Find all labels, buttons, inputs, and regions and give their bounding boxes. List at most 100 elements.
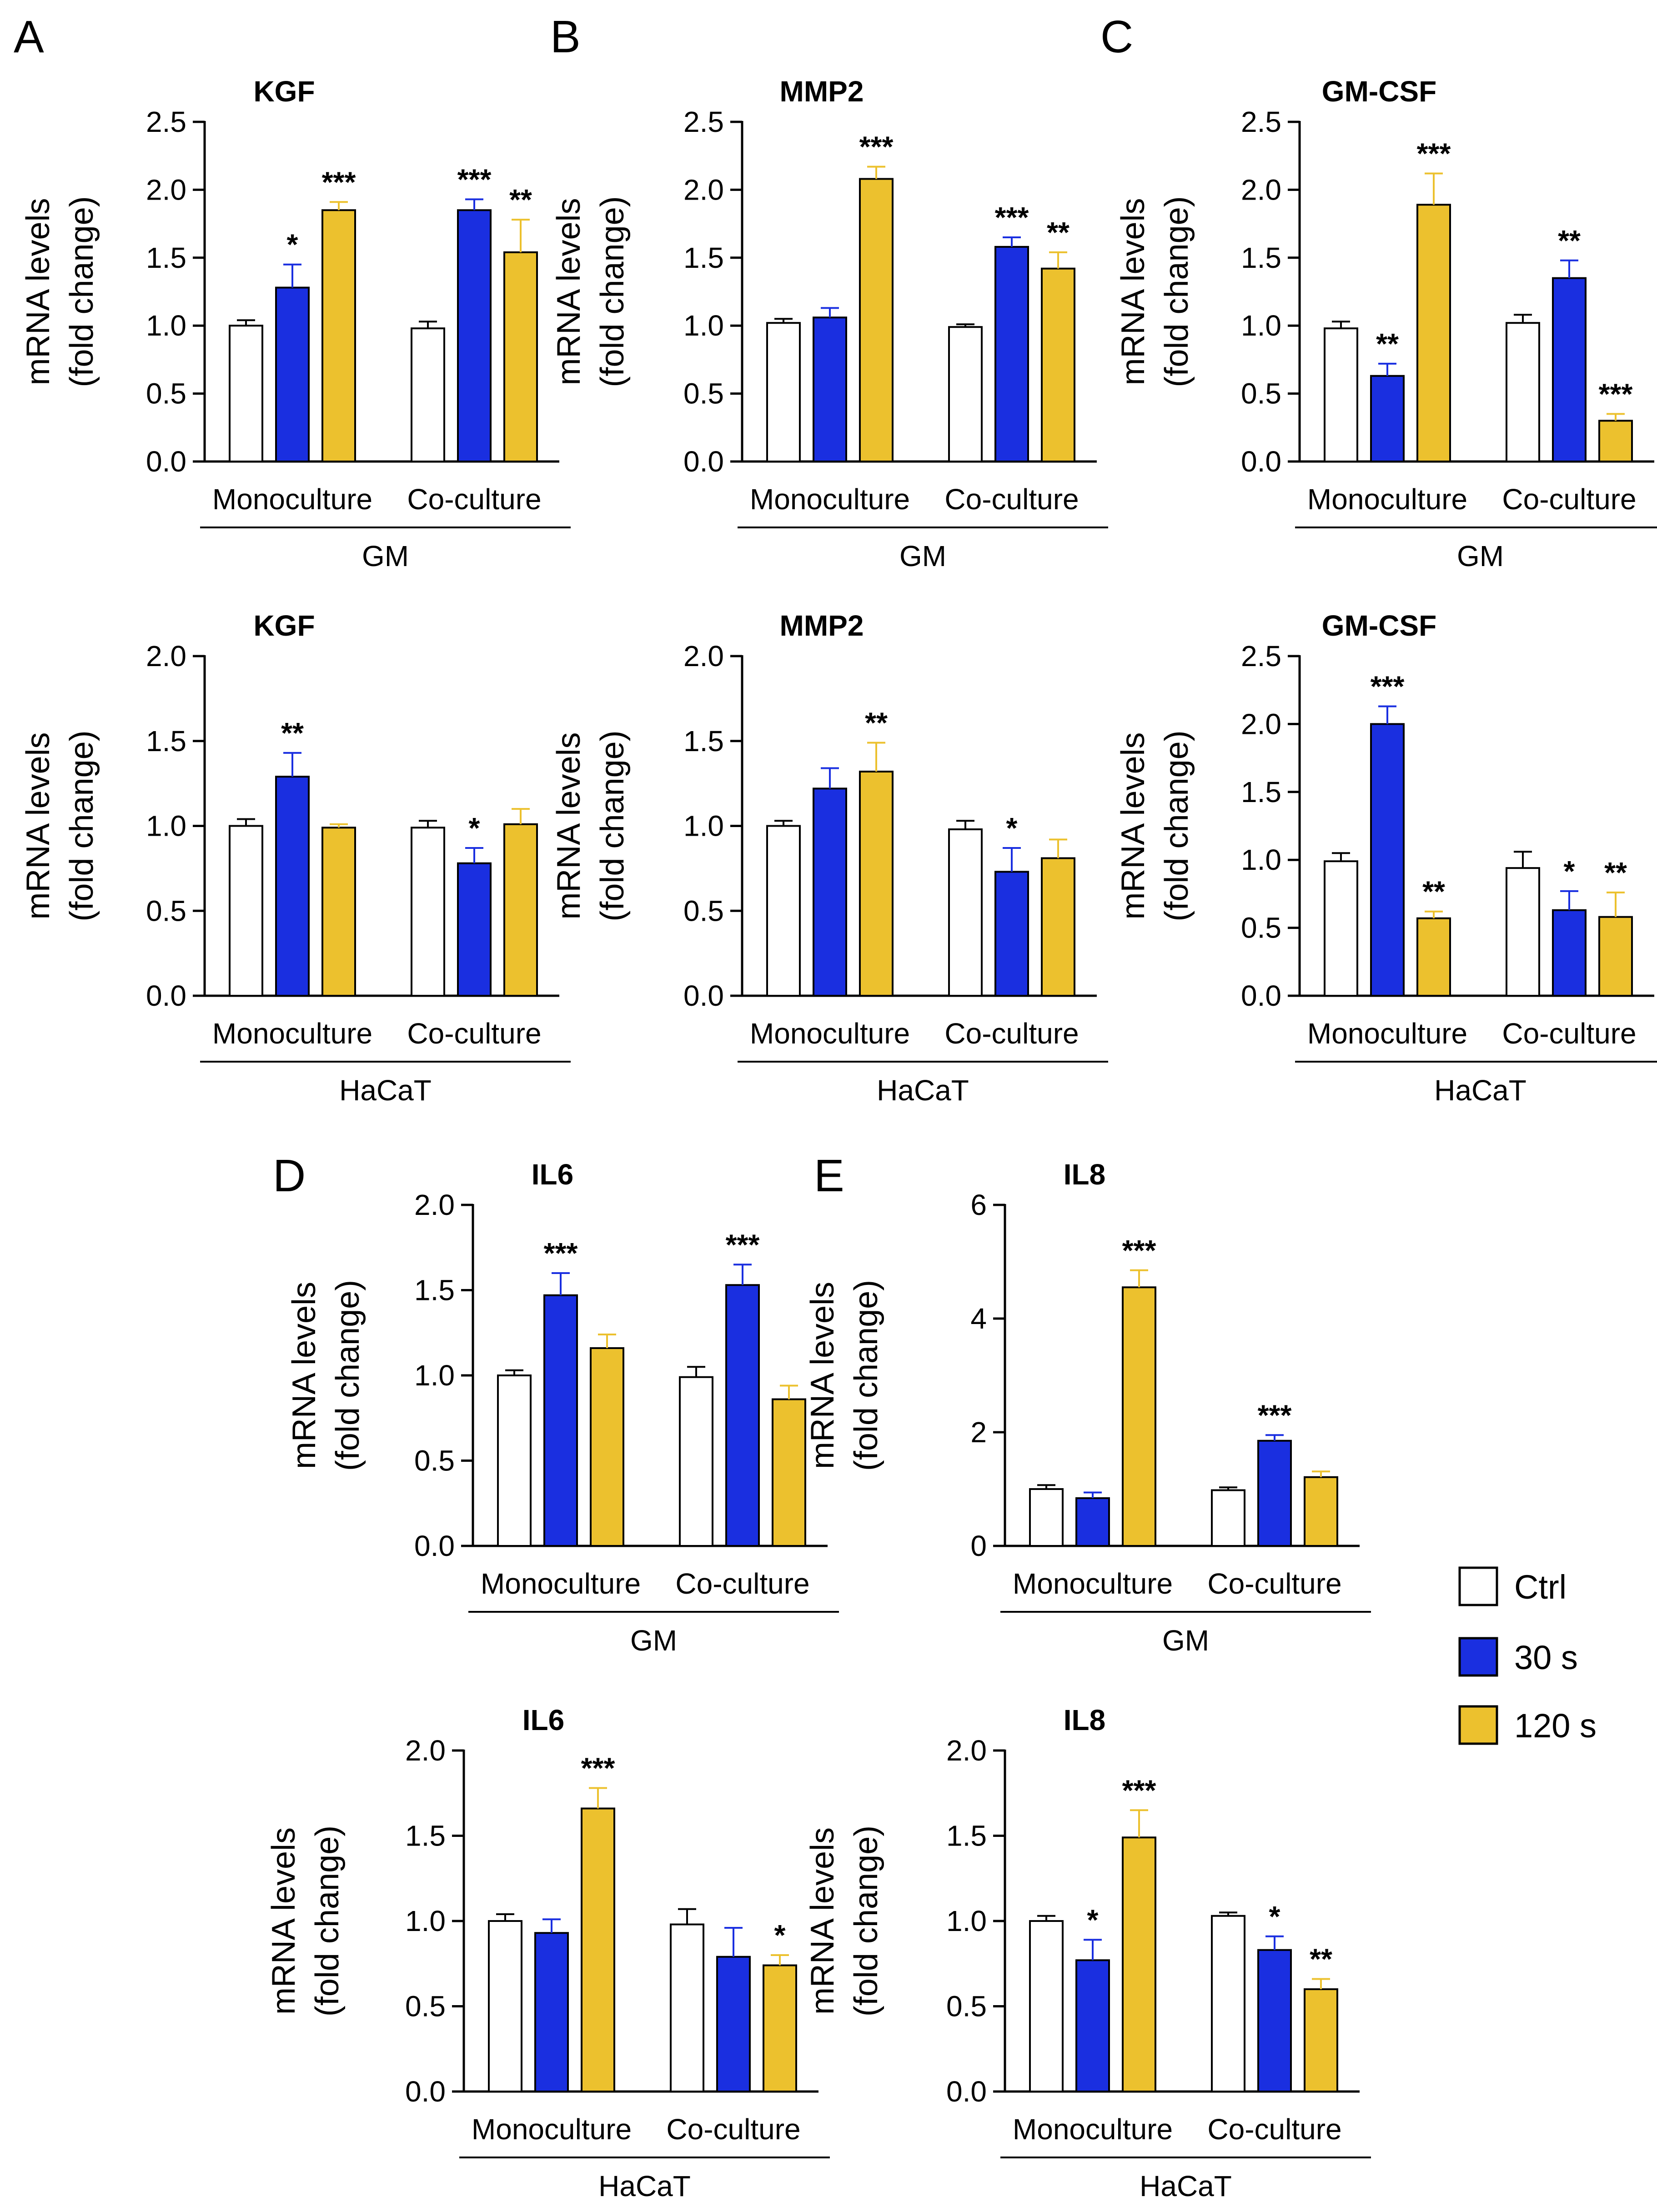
bar-30s-monoculture [275, 776, 310, 997]
bar-30s-monoculture [543, 1294, 578, 1547]
y-axis-title-line: (fold change) [309, 1826, 346, 2016]
y-axis-title-line: mRNA levels [551, 732, 587, 919]
y-axis-title-line: mRNA levels [1115, 732, 1151, 919]
y-tick-label: 1.0 [146, 309, 186, 342]
chart-d2: IL6 mRNA levels (fold change) 0.0 0.5 1.0 1.5 2… [266, 1704, 830, 2202]
bar-30s-monoculture [534, 1932, 569, 2092]
bar-120s-co-culture [1041, 267, 1075, 462]
y-tick-label: 2.0 [405, 1734, 446, 1767]
y-tick-label: 0.5 [146, 894, 186, 927]
bar-ctrl-co-culture [1211, 1915, 1245, 2092]
significance-label: *** [1417, 137, 1451, 170]
category-label: Co-culture [407, 483, 541, 516]
y-axis-title-line: mRNA levels [20, 198, 56, 385]
y-axis-title-line: (fold change) [330, 1280, 366, 1471]
category-label: Monoculture [1013, 2113, 1173, 2146]
y-tick-label: 1.5 [946, 1820, 987, 1852]
significance-label: *** [322, 166, 356, 198]
y-tick-label: 1.5 [414, 1274, 455, 1307]
significance-label: * [1006, 812, 1018, 844]
y-axis-title: mRNA levels (fold change) [1115, 196, 1195, 387]
significance-label: *** [1122, 1774, 1156, 1806]
legend-swatch-ctrl [1458, 1566, 1498, 1606]
y-axis-title-line: (fold change) [848, 1826, 884, 2016]
bar-120s-co-culture [772, 1398, 806, 1547]
y-tick-label: 0.0 [1241, 445, 1281, 478]
y-tick-label: 0.0 [146, 445, 186, 478]
category-label: Monoculture [1013, 1567, 1173, 1600]
category-label: Co-culture [675, 1567, 809, 1600]
bar-30s-co-culture [994, 871, 1029, 997]
y-axis-title: mRNA levels (fold change) [804, 1280, 884, 1471]
significance-label: *** [1258, 1399, 1292, 1431]
y-tick-label: 0.0 [414, 1530, 455, 1562]
significance-label: *** [544, 1237, 578, 1269]
bar-30s-monoculture [1075, 1497, 1110, 1547]
group-label: GM [1162, 1624, 1209, 1657]
panel-letter: A [14, 11, 44, 62]
bar-30s-co-culture [725, 1284, 760, 1547]
bar-ctrl-monoculture [488, 1920, 522, 2092]
significance-label: ** [1604, 856, 1627, 889]
bar-120s-monoculture [1416, 204, 1451, 462]
significance-label: *** [726, 1228, 760, 1261]
bar-120s-monoculture [859, 770, 894, 997]
category-label: Monoculture [472, 2113, 632, 2146]
y-axis-title-line: (fold change) [594, 196, 631, 387]
chart-b2: MMP2 mRNA levels (fold change) 0.0 0.5 1.0 1.5… [551, 609, 1108, 1107]
bar-30s-monoculture [275, 286, 310, 462]
bar-120s-co-culture [1304, 1988, 1338, 2092]
significance-label: ** [1310, 1943, 1332, 1976]
y-axis-title: mRNA levels (fold change) [551, 196, 631, 387]
bar-120s-co-culture [1598, 420, 1633, 462]
category-label: Monoculture [1307, 483, 1467, 516]
significance-label: ** [281, 717, 304, 749]
y-tick-label: 2.5 [146, 105, 186, 138]
y-axis-title-line: (fold change) [1159, 730, 1195, 921]
chart-title: IL8 [1064, 1158, 1105, 1191]
category-label: Monoculture [750, 483, 910, 516]
panel-letter: E [814, 1150, 844, 1201]
significance-label: ** [1422, 875, 1445, 908]
legend-label: 30 s [1514, 1639, 1578, 1676]
category-label: Co-culture [944, 483, 1079, 516]
bar-120s-co-culture [1598, 916, 1633, 997]
y-tick-label: 0.5 [146, 377, 186, 410]
bar-ctrl-co-culture [411, 827, 445, 997]
y-axis-title-line: (fold change) [848, 1280, 884, 1471]
category-label: Monoculture [750, 1017, 910, 1050]
group-label: HaCaT [877, 1074, 969, 1107]
category-label: Co-culture [407, 1017, 541, 1050]
y-tick-label: 1.5 [1241, 776, 1281, 808]
bar-ctrl-co-culture [948, 828, 983, 997]
group-label: GM [630, 1624, 677, 1657]
y-axis-title: mRNA levels (fold change) [551, 730, 631, 921]
bar-120s-co-culture [1304, 1476, 1338, 1547]
bar-ctrl-monoculture [1324, 860, 1358, 997]
significance-label: ** [865, 706, 888, 739]
y-tick-label: 2.0 [146, 640, 186, 672]
bar-ctrl-monoculture [229, 325, 263, 462]
chart-title: KGF [253, 609, 315, 642]
y-tick-label: 0.5 [683, 377, 724, 410]
chart-e2: IL8 mRNA levels (fold change) 0.0 0.5 1.0 1.5 2… [804, 1704, 1371, 2202]
y-tick-label: 1.0 [1241, 309, 1281, 342]
y-tick-label: 1.5 [405, 1820, 446, 1852]
bar-120s-monoculture [1122, 1286, 1156, 1547]
chart-title: GM-CSF [1322, 75, 1436, 108]
y-tick-label: 1.5 [146, 725, 186, 757]
y-axis-title: mRNA levels (fold change) [804, 1826, 884, 2016]
chart-b1: B MMP2 mRNA levels (fold change) 0.0 0.5 1.0 1.… [550, 11, 1108, 572]
y-tick-label: 1.0 [405, 1905, 446, 1937]
bar-30s-co-culture [1257, 1440, 1292, 1547]
significance-label: ** [1047, 216, 1070, 249]
y-axis-title-line: (fold change) [64, 196, 100, 387]
bar-ctrl-monoculture [497, 1374, 532, 1547]
y-tick-label: 2.0 [683, 173, 724, 206]
y-tick-label: 0.5 [405, 1990, 446, 2023]
y-tick-label: 2 [970, 1416, 987, 1449]
significance-label: *** [1122, 1234, 1156, 1267]
bar-ctrl-monoculture [1324, 327, 1358, 463]
